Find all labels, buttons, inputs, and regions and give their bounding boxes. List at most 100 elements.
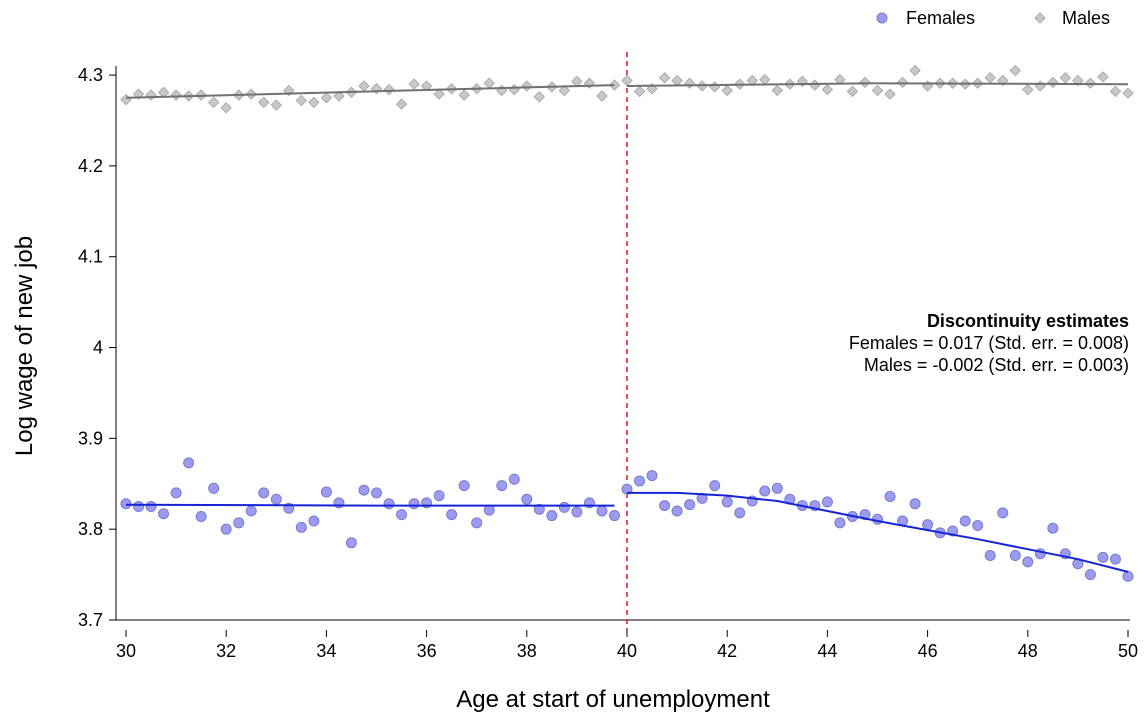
males-point bbox=[320, 92, 333, 104]
males-point bbox=[984, 72, 996, 84]
females-point bbox=[433, 490, 445, 502]
females-point bbox=[133, 500, 145, 512]
x-tick-label: 42 bbox=[717, 641, 737, 661]
females-point bbox=[596, 505, 608, 517]
females-point bbox=[496, 480, 508, 492]
males-point bbox=[658, 72, 671, 84]
females-point bbox=[646, 470, 658, 482]
females-point bbox=[1009, 550, 1021, 562]
females-point bbox=[909, 498, 921, 510]
females-point bbox=[959, 515, 971, 527]
females-point bbox=[258, 487, 270, 499]
x-tick-label: 48 bbox=[1018, 641, 1038, 661]
females-point bbox=[671, 505, 683, 517]
females-point bbox=[546, 510, 558, 522]
males-point bbox=[896, 76, 909, 89]
males-point bbox=[1047, 76, 1059, 89]
males-point bbox=[709, 81, 721, 93]
males-point bbox=[458, 89, 470, 101]
males-point bbox=[1122, 87, 1134, 99]
females-point bbox=[508, 473, 520, 485]
x-tick-label: 44 bbox=[817, 641, 837, 661]
males-point bbox=[683, 77, 696, 89]
males-point bbox=[220, 102, 232, 114]
males-point bbox=[120, 93, 132, 106]
females-point bbox=[458, 480, 470, 492]
males-point bbox=[834, 73, 846, 86]
legend-label-males: Males bbox=[1062, 8, 1110, 28]
y-tick-label: 4.1 bbox=[78, 247, 103, 267]
females-point bbox=[608, 510, 620, 522]
males-point bbox=[1097, 71, 1109, 83]
x-tick-label: 46 bbox=[918, 641, 938, 661]
x-tick-label: 38 bbox=[517, 641, 537, 661]
females-point bbox=[195, 510, 207, 522]
males-point bbox=[884, 88, 896, 100]
legend-symbol-males bbox=[1034, 12, 1046, 24]
females-point bbox=[972, 520, 984, 532]
males-point bbox=[358, 80, 370, 92]
females-point bbox=[872, 513, 883, 525]
x-tick-label: 30 bbox=[116, 641, 136, 661]
males-point bbox=[270, 99, 282, 111]
females-point bbox=[721, 496, 733, 508]
females-point bbox=[1122, 570, 1134, 582]
discontinuity-annotation: Discontinuity estimates Females = 0.017 … bbox=[849, 311, 1129, 375]
females-point bbox=[483, 504, 495, 516]
males-point bbox=[821, 83, 834, 96]
females-point bbox=[709, 480, 721, 492]
x-tick-label: 40 bbox=[617, 641, 637, 661]
females-point bbox=[1097, 551, 1109, 563]
males-point bbox=[1109, 85, 1122, 98]
females-point bbox=[183, 457, 195, 469]
males-point bbox=[571, 75, 583, 88]
y-tick-label: 4.2 bbox=[78, 156, 103, 176]
x-axis-title: Age at start of unemployment bbox=[456, 686, 770, 713]
females-point bbox=[834, 517, 846, 529]
males-point bbox=[633, 85, 646, 98]
females-point bbox=[1022, 556, 1034, 568]
males-point bbox=[1009, 64, 1021, 77]
females-point bbox=[997, 507, 1009, 519]
females-point bbox=[170, 487, 182, 499]
females-point bbox=[383, 498, 395, 510]
females-point bbox=[345, 537, 357, 549]
females-point bbox=[145, 500, 157, 512]
chart-marks bbox=[120, 52, 1134, 630]
x-tick-label: 34 bbox=[316, 641, 336, 661]
females-point bbox=[371, 487, 382, 499]
males-point bbox=[621, 74, 633, 87]
females-point bbox=[270, 493, 282, 505]
males-point bbox=[521, 80, 533, 92]
males-point bbox=[420, 80, 433, 92]
females-point bbox=[233, 517, 245, 529]
females-point bbox=[922, 519, 934, 531]
males-point bbox=[483, 77, 495, 89]
females-point bbox=[984, 550, 996, 562]
males-point bbox=[208, 96, 220, 108]
males-fit-right-line bbox=[626, 82, 1129, 87]
males-point bbox=[508, 83, 520, 96]
males-point bbox=[395, 98, 408, 110]
males-point bbox=[909, 64, 921, 77]
females-point bbox=[320, 486, 332, 498]
males-point bbox=[408, 78, 420, 90]
males-point bbox=[846, 85, 859, 98]
males-point bbox=[258, 96, 270, 108]
females-point bbox=[158, 508, 170, 520]
males-point bbox=[871, 84, 884, 97]
females-point bbox=[734, 507, 746, 519]
females-point bbox=[220, 523, 232, 535]
females-point bbox=[659, 500, 671, 512]
females-point bbox=[634, 475, 646, 487]
males-point bbox=[859, 76, 871, 89]
y-tick-label: 3.7 bbox=[78, 610, 103, 630]
females-point bbox=[446, 509, 458, 521]
annotation-line-females: Females = 0.017 (Std. err. = 0.008) bbox=[849, 333, 1129, 353]
females-point bbox=[208, 482, 220, 494]
females-point bbox=[884, 490, 896, 502]
males-point bbox=[721, 84, 733, 97]
males-point bbox=[771, 84, 783, 97]
males-point bbox=[671, 74, 683, 87]
